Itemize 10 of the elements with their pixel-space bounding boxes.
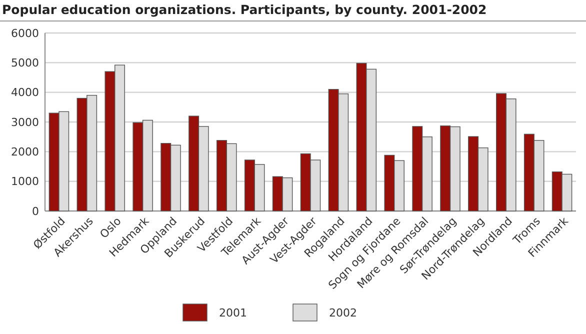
y-tick-label: 1000 (11, 175, 39, 188)
legend-label: 2002 (329, 306, 357, 320)
y-tick-label: 3000 (11, 116, 39, 129)
chart-title: Popular education organizations. Participants, by county. 2001-2002 (2, 2, 487, 17)
legend-label: 2001 (219, 306, 247, 320)
y-tick-label: 4000 (11, 86, 39, 100)
y-tick-label: 2000 (11, 146, 39, 159)
y-tick-label: 6000 (11, 26, 39, 40)
y-tick-label: 0 (32, 204, 39, 218)
y-tick-label: 5000 (11, 56, 39, 70)
